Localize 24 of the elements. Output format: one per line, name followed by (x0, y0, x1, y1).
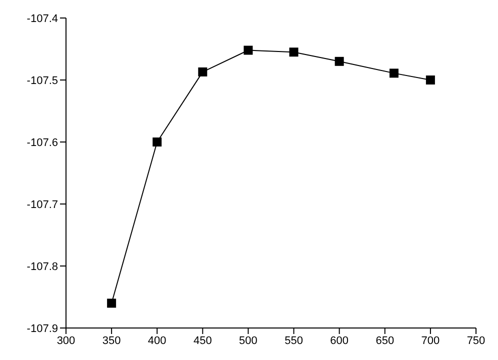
point (289, 48, 298, 57)
x-tick-label: 400 (148, 334, 166, 347)
y-tick-label: -107.8 (26, 260, 58, 273)
x-tick-label: 500 (239, 334, 258, 347)
point (390, 68, 398, 78)
point (152, 138, 162, 146)
y-tick-label: -107.7 (26, 198, 58, 211)
y-tick-label: -107.6 (26, 136, 58, 149)
point (198, 67, 208, 76)
x-tick-label: 700 (421, 334, 440, 347)
x-tick-label: 650 (376, 334, 394, 347)
point (334, 56, 344, 66)
y-tick-label: -107.4 (26, 12, 58, 25)
y-tick-label: -107.5 (26, 74, 58, 87)
x-tick-label: 300 (56, 334, 76, 347)
x-tick-label: 450 (193, 334, 212, 347)
x-tick-label: 350 (102, 334, 121, 347)
y-tick-label: -107.9 (26, 322, 58, 335)
x-tick-label: 750 (466, 334, 486, 347)
x-tick-label: 550 (284, 334, 303, 347)
point (244, 46, 253, 55)
point (426, 76, 435, 84)
x-tick-label: 600 (330, 334, 349, 347)
point (107, 298, 116, 308)
